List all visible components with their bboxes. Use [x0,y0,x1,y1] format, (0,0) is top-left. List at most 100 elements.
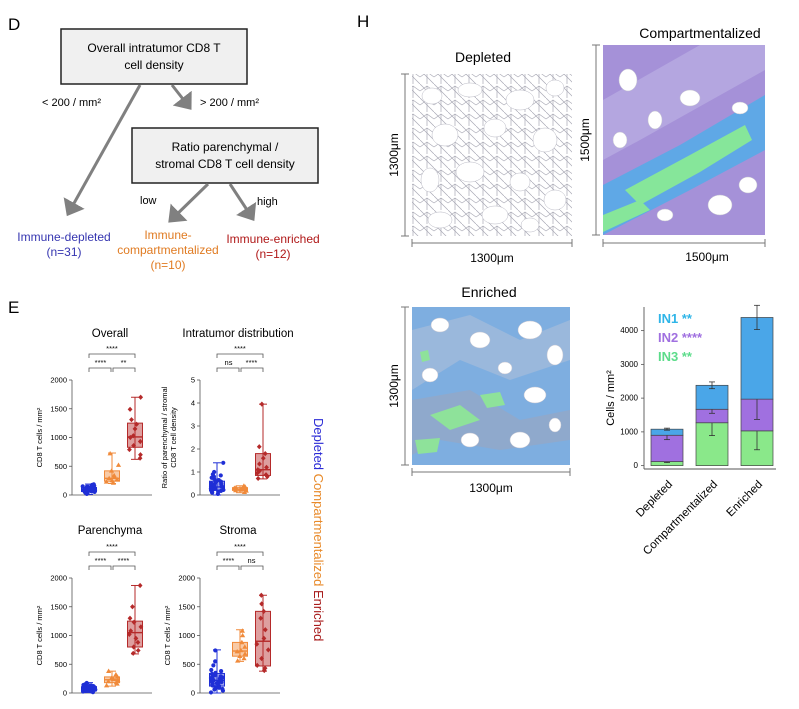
y-tick-label: 4 [191,399,195,408]
data-point [127,446,132,453]
data-point [218,473,223,478]
data-point [88,689,93,694]
legend-stars: ** [682,311,693,326]
data-point [239,639,245,645]
y-axis-label: CD8 T cells / mm² [35,605,44,665]
data-point [238,647,244,653]
outcome-depleted-line1: Immune-depleted [17,230,110,244]
y-tick-label: 0 [634,461,639,470]
significance-label: **** [234,344,246,353]
data-point [263,472,269,478]
data-point [216,685,222,690]
branch-low-label: < 200 / mm² [42,97,101,109]
data-point [92,685,97,690]
data-point [80,484,85,489]
data-point [209,667,214,673]
data-point [209,490,215,495]
legend-depleted: Depleted [311,418,326,474]
significance-label: ns [248,556,256,565]
data-point [128,628,134,634]
y-tick-label: 0 [191,491,195,500]
y-tick-label: 2000 [620,394,638,403]
image-width-label-depleted: 1300μm [470,251,514,265]
y-axis-label-line2: CD8 T cell density [169,407,178,468]
data-point [109,478,115,483]
data-point [108,675,115,680]
legend-compartmentalized: Compartmentalized [311,474,326,590]
data-point [135,647,141,654]
data-point [241,655,247,661]
image-width-label-enriched: 1300μm [469,481,513,495]
data-point [234,649,240,654]
ratio-box-text-line1: Ratio parenchymal / [172,140,279,154]
data-point [259,401,265,407]
image-width-label-compartmentalized: 1500μm [685,250,729,264]
data-point [103,479,109,484]
ratio-box-text-line2: stromal CD8 T cell density [155,157,295,171]
data-point [258,592,264,598]
y-tick-label: 500 [54,660,67,669]
significance-bracket [112,367,136,372]
data-point [131,442,137,449]
y-tick-label: 3 [191,422,195,431]
significance-label: ns [225,358,233,367]
data-point [108,468,115,473]
x-category-label: Enriched [725,479,766,520]
legend-entry-in1: IN1 ** [658,311,693,326]
box-chart-0: Overall 0 500 1000 1500 2000 CD8 T cells / mm²… [35,328,152,500]
data-point [130,604,135,610]
data-point [264,464,269,470]
panel-letter-e: E [8,298,19,317]
data-point [242,644,248,649]
branch-high-label: > 200 / mm² [200,97,259,109]
y-tick-label: 1000 [50,631,67,640]
data-point [220,686,225,692]
outcome-compartmentalized-line1: Immune- [144,228,191,242]
y-tick-label: 500 [54,462,67,471]
data-point [110,480,117,485]
data-point [239,486,245,491]
data-point [113,680,119,685]
data-point [138,624,144,630]
legend-enriched: Enriched [311,590,326,641]
image-height-label-depleted: 1300μm [387,133,401,177]
significance-label: **** [106,542,118,551]
data-point [211,483,217,488]
data-point [254,641,260,647]
data-point [218,488,224,493]
data-point [114,674,121,679]
significance-bracket [216,353,264,358]
data-point [137,582,143,589]
significance-label: **** [95,358,107,367]
data-point [219,669,224,674]
y-tick-label: 2000 [50,376,67,385]
data-point [113,672,119,677]
box-chart-2: Parenchyma 0 500 1000 1500 2000 CD8 T cells / … [35,525,152,698]
data-point [210,683,215,688]
tissue-image-compartmentalized [603,45,765,235]
data-point [233,487,239,493]
data-point [208,486,213,491]
edge-low-label: low [140,195,157,207]
y-tick-label: 1500 [50,404,67,413]
data-point [130,650,136,656]
y-tick-label: 2 [191,445,195,454]
legend-name: IN2 [658,330,682,345]
x-category-label: Depleted [634,479,675,520]
significance-bracket [88,367,112,372]
data-point [241,483,247,488]
panel-d: D Overall intratumor CD8 T cell density … [8,15,320,272]
y-tick-label: 0 [191,689,195,698]
data-point [127,615,133,621]
image-title-compartmentalized: Compartmentalized [639,25,760,41]
data-point [138,394,144,400]
data-point [127,406,133,412]
data-point [237,653,243,658]
y-tick-label: 1 [191,468,195,477]
data-point [265,647,271,653]
data-point [213,648,218,653]
box-chart-title: Overall [92,328,128,340]
data-point [239,628,245,633]
significance-label: **** [106,344,118,353]
